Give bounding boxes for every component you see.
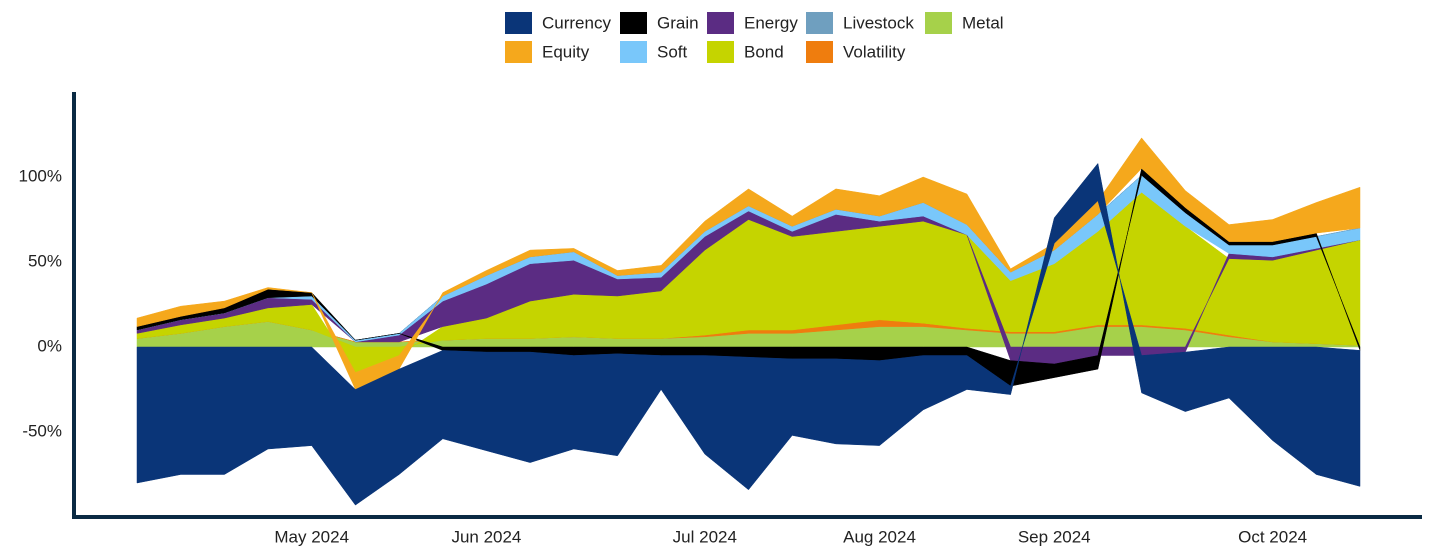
legend-label: Soft bbox=[657, 42, 688, 61]
y-tick-label: -50% bbox=[22, 421, 62, 440]
legend-swatch bbox=[707, 41, 734, 63]
legend-swatch bbox=[505, 41, 532, 63]
legend-swatch bbox=[707, 12, 734, 34]
legend-swatch bbox=[620, 12, 647, 34]
legend-swatch bbox=[925, 12, 952, 34]
x-tick-label: Sep 2024 bbox=[1018, 527, 1091, 546]
legend-label: Grain bbox=[657, 13, 699, 32]
area bbox=[136, 137, 1361, 390]
x-tick-label: Jul 2024 bbox=[673, 527, 737, 546]
y-tick-label: 50% bbox=[28, 251, 62, 270]
x-tick-label: Aug 2024 bbox=[843, 527, 916, 546]
legend-label: Currency bbox=[542, 13, 611, 32]
x-tick-label: Oct 2024 bbox=[1238, 527, 1307, 546]
legend-label: Volatility bbox=[843, 42, 906, 61]
legend-label: Equity bbox=[542, 42, 590, 61]
legend-label: Livestock bbox=[843, 13, 914, 32]
area bbox=[136, 163, 1361, 506]
legend-label: Bond bbox=[744, 42, 784, 61]
y-tick-label: 100% bbox=[19, 166, 62, 185]
plot-area bbox=[136, 137, 1361, 506]
y-tick-label: 0% bbox=[37, 336, 62, 355]
legend-label: Energy bbox=[744, 13, 798, 32]
legend-swatch bbox=[505, 12, 532, 34]
x-tick-label: Jun 2024 bbox=[451, 527, 521, 546]
legend-swatch bbox=[620, 41, 647, 63]
x-tick-label: May 2024 bbox=[274, 527, 349, 546]
legend-label: Metal bbox=[962, 13, 1004, 32]
legend-swatch bbox=[806, 12, 833, 34]
legend-swatch bbox=[806, 41, 833, 63]
